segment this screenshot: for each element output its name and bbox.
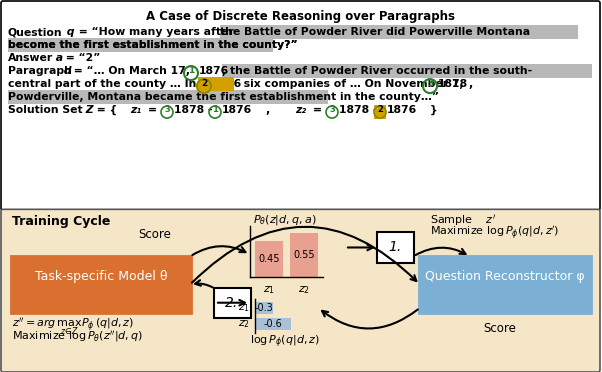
Text: 1876: 1876	[212, 79, 242, 89]
Text: 1: 1	[188, 66, 194, 75]
Text: Solution Set: Solution Set	[8, 105, 82, 115]
Text: Paragraph: Paragraph	[8, 66, 72, 76]
Text: ,: ,	[468, 79, 472, 89]
Text: Score: Score	[483, 322, 517, 335]
Text: $P_{\theta}(z|d,q,a)$: $P_{\theta}(z|d,q,a)$	[253, 213, 317, 227]
Text: 1876: 1876	[222, 105, 252, 115]
Text: z₁: z₁	[130, 105, 141, 115]
Text: 0.45: 0.45	[258, 254, 280, 264]
Text: 1876: 1876	[387, 105, 417, 115]
Text: 1876: 1876	[199, 66, 229, 76]
FancyBboxPatch shape	[8, 90, 328, 104]
FancyBboxPatch shape	[11, 256, 191, 313]
FancyBboxPatch shape	[377, 232, 414, 263]
FancyBboxPatch shape	[8, 38, 273, 52]
Text: 3: 3	[427, 79, 433, 88]
Text: Training Cycle: Training Cycle	[12, 215, 110, 228]
Text: ,: ,	[265, 105, 269, 115]
Text: central part of the county … In June: central part of the county … In June	[8, 79, 231, 89]
FancyBboxPatch shape	[1, 1, 600, 210]
FancyBboxPatch shape	[222, 64, 592, 78]
Text: the Battle of Powder River did Powerville Montana: the Battle of Powder River did Powervill…	[220, 27, 530, 37]
Text: 3: 3	[164, 105, 170, 114]
Text: Z: Z	[82, 105, 94, 115]
Text: = “… On March 17,: = “… On March 17,	[70, 66, 194, 76]
Text: , the Battle of Powder River occurred in the south-: , the Battle of Powder River occurred in…	[222, 66, 532, 76]
Text: z₂: z₂	[295, 105, 306, 115]
Text: Sample    $z'$: Sample $z'$	[430, 213, 496, 228]
Text: become the first establishment in the county?”: become the first establishment in the co…	[8, 40, 297, 50]
Text: Maximize $\log P_{\phi}(q|d,z')$: Maximize $\log P_{\phi}(q|d,z')$	[430, 224, 559, 242]
Text: Powderville, Montana became the first establishment in the county…”: Powderville, Montana became the first es…	[8, 92, 439, 102]
Text: Task-specific Model θ: Task-specific Model θ	[35, 270, 167, 283]
Text: $\log P_{\phi}(q|d,z)$: $\log P_{\phi}(q|d,z)$	[250, 334, 320, 350]
FancyBboxPatch shape	[419, 256, 591, 313]
Text: Maximize $\log P_{\theta}(z''|d,q)$: Maximize $\log P_{\theta}(z''|d,q)$	[12, 329, 143, 344]
FancyBboxPatch shape	[214, 288, 251, 318]
Text: Question Reconstructor φ: Question Reconstructor φ	[425, 270, 585, 283]
FancyBboxPatch shape	[255, 318, 291, 330]
Text: $z_2$: $z_2$	[238, 318, 250, 330]
Text: $z'' = arg\,\max_{z \in Z} P_{\phi}(q|d,z)$: $z'' = arg\,\max_{z \in Z} P_{\phi}(q|d,…	[12, 317, 134, 337]
Text: = “2”: = “2”	[62, 53, 101, 63]
Text: }: }	[430, 105, 438, 115]
Text: 1.: 1.	[388, 240, 402, 254]
FancyBboxPatch shape	[290, 233, 318, 277]
FancyBboxPatch shape	[1, 209, 600, 372]
FancyBboxPatch shape	[220, 25, 578, 39]
Text: Question: Question	[8, 27, 63, 37]
Text: $z_1$: $z_1$	[238, 302, 250, 314]
Text: Score: Score	[138, 228, 172, 241]
Text: 2: 2	[201, 79, 207, 88]
Text: =: =	[148, 105, 161, 115]
Text: 2.: 2.	[225, 296, 238, 310]
FancyBboxPatch shape	[374, 105, 386, 119]
Text: -0.3: -0.3	[255, 303, 273, 313]
Text: 1878 -: 1878 -	[174, 105, 216, 115]
Text: d: d	[60, 66, 72, 76]
Text: become the first establishment in the county?”: become the first establishment in the co…	[8, 40, 297, 50]
Text: 0.55: 0.55	[293, 250, 315, 260]
Text: $z_2$: $z_2$	[298, 285, 310, 296]
Text: =: =	[313, 105, 326, 115]
Text: 1: 1	[212, 105, 218, 114]
FancyBboxPatch shape	[255, 302, 273, 314]
Text: Answer: Answer	[8, 53, 53, 63]
Text: a: a	[52, 53, 63, 63]
Text: -0.6: -0.6	[264, 319, 282, 329]
Text: q: q	[63, 27, 75, 37]
Text: 1878 -: 1878 -	[339, 105, 381, 115]
FancyBboxPatch shape	[198, 77, 234, 91]
Text: 1878: 1878	[438, 79, 468, 89]
Text: = “How many years after: = “How many years after	[75, 27, 238, 37]
Text: = {: = {	[93, 105, 117, 115]
FancyBboxPatch shape	[255, 241, 283, 277]
Text: $z_1$: $z_1$	[263, 285, 275, 296]
Text: six companies of … On November 1,: six companies of … On November 1,	[240, 79, 467, 89]
Circle shape	[197, 79, 211, 93]
Text: 2: 2	[377, 105, 383, 114]
Text: A Case of Discrete Reasoning over Paragraphs: A Case of Discrete Reasoning over Paragr…	[146, 10, 456, 23]
Text: 3: 3	[329, 105, 335, 114]
